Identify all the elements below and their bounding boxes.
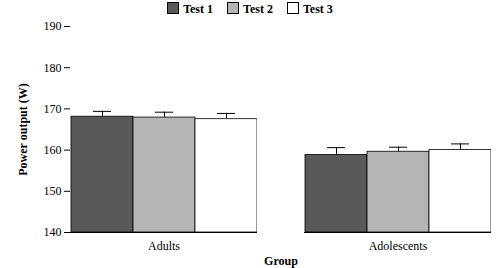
svg-text:150: 150 [44,184,62,198]
svg-text:Group: Group [264,254,298,268]
svg-text:190: 190 [44,19,62,33]
svg-text:140: 140 [44,225,62,239]
svg-text:180: 180 [44,61,62,75]
svg-text:170: 170 [44,102,62,116]
svg-text:Adolescents: Adolescents [369,239,428,253]
html-text:Test 3: Test 3 [303,1,333,16]
svg-text:160: 160 [44,143,62,157]
html-text:Test 2: Test 2 [243,1,273,16]
svg-text:Power output (W): Power output (W) [16,83,30,175]
svg-text:Adults: Adults [148,239,180,253]
html-text:Test 1: Test 1 [183,1,213,16]
